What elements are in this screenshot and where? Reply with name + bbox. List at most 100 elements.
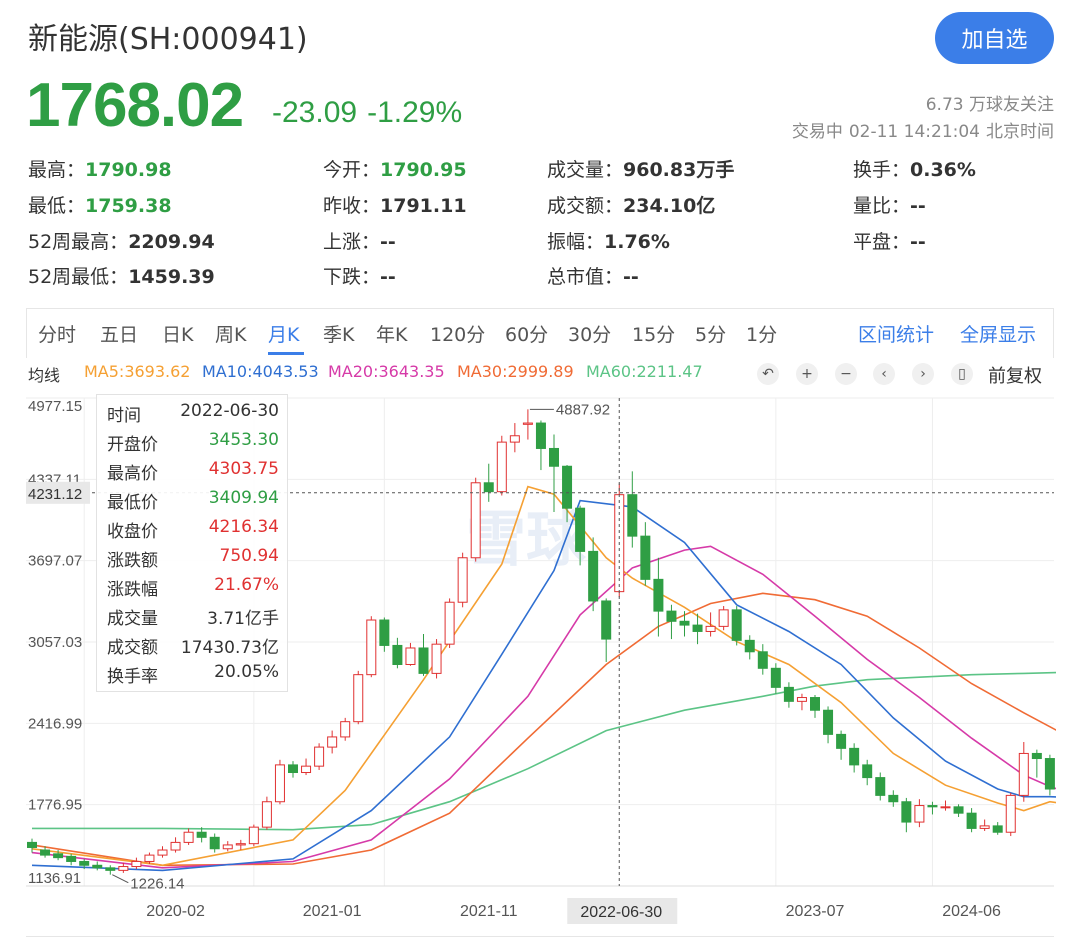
stat-label: 上涨： bbox=[323, 231, 381, 253]
candle-body bbox=[131, 860, 142, 868]
tooltip-row: 开盘价 3453.30 bbox=[107, 430, 279, 459]
candle-body bbox=[627, 494, 638, 537]
trade-status: 交易中 02-11 14:21:04 北京时间 bbox=[792, 117, 1054, 142]
bottom-divider bbox=[26, 936, 1054, 937]
candle-body bbox=[836, 733, 847, 749]
add-to-watchlist-button[interactable]: 加自选 bbox=[935, 12, 1054, 64]
candle-body bbox=[483, 482, 494, 493]
tooltip-row: 涨跌幅 21.67% bbox=[107, 575, 279, 604]
stat-item: 换手：0.36% bbox=[853, 155, 976, 182]
candle-body bbox=[288, 764, 298, 774]
candle-body bbox=[901, 801, 912, 823]
tooltip-key: 收盘价 bbox=[107, 522, 158, 542]
tooltip-value: 2022-06-30 bbox=[180, 401, 279, 421]
min-marker-label: 1226.14 bbox=[130, 876, 184, 893]
tooltip-value: 3453.30 bbox=[208, 430, 279, 450]
crosshair-y-box bbox=[26, 481, 90, 504]
crosshair-x-label: 2022-06-30 bbox=[580, 904, 662, 921]
tab-9[interactable]: 60分 bbox=[505, 324, 549, 346]
stat-item: 最高：1790.98 bbox=[28, 155, 172, 182]
candle-body bbox=[888, 794, 899, 803]
candle-body bbox=[796, 697, 807, 702]
candle-body bbox=[823, 709, 834, 735]
candle-body bbox=[157, 849, 168, 856]
candle-body bbox=[849, 747, 860, 766]
tab-5[interactable]: 月K bbox=[268, 324, 300, 346]
tab-1[interactable]: 分时 bbox=[38, 324, 77, 346]
tooltip-value: 3.71亿手 bbox=[207, 609, 279, 629]
stat-label: 成交量： bbox=[547, 159, 624, 181]
y-tick-label: 4977.15 bbox=[28, 398, 82, 415]
tab-13[interactable]: 1分 bbox=[746, 324, 778, 346]
candle-body bbox=[757, 651, 768, 669]
tab-10[interactable]: 30分 bbox=[568, 324, 612, 346]
x-tick-label: 2023-07 bbox=[786, 903, 845, 920]
tooltip-row: 涨跌额 750.94 bbox=[107, 546, 279, 575]
chevron-left-icon[interactable]: ‹ bbox=[873, 363, 895, 385]
ma-line-ma20 bbox=[31, 545, 1056, 869]
fullscreen-link[interactable]: 全屏显示 bbox=[960, 324, 1037, 346]
stat-item: 成交额：234.10亿 bbox=[547, 191, 715, 218]
candle-body bbox=[444, 601, 455, 645]
candle-body bbox=[1005, 794, 1016, 833]
tab-4[interactable]: 周K bbox=[215, 324, 247, 346]
candle-body bbox=[979, 825, 990, 829]
tooltip-key: 成交额 bbox=[107, 638, 158, 658]
price-adjust-label[interactable]: 前复权 bbox=[988, 366, 1042, 387]
candle-body bbox=[601, 600, 612, 640]
candle-body bbox=[940, 806, 951, 809]
candle-body bbox=[261, 801, 272, 828]
candle-body bbox=[366, 619, 377, 676]
stat-label: 最低： bbox=[28, 195, 86, 217]
stat-label: 成交额： bbox=[547, 195, 624, 217]
tab-2[interactable]: 五日 bbox=[100, 324, 139, 346]
stat-value: 1791.11 bbox=[380, 195, 467, 217]
zoom-in-icon[interactable]: + bbox=[796, 363, 818, 385]
active-tab-indicator bbox=[268, 352, 304, 355]
ma-legend-item: MA30:2999.89 bbox=[457, 362, 574, 381]
stat-value: 1.76% bbox=[604, 231, 670, 253]
tab-12[interactable]: 5分 bbox=[695, 324, 727, 346]
ma-line-ma10 bbox=[31, 499, 1056, 872]
tab-6[interactable]: 季K bbox=[323, 324, 355, 346]
candle-body bbox=[927, 805, 938, 808]
x-tick-label: 2020-02 bbox=[146, 903, 205, 920]
candle-body bbox=[1018, 752, 1029, 796]
candle-body bbox=[666, 610, 677, 622]
period-tab-bar bbox=[26, 308, 1054, 358]
tab-8[interactable]: 120分 bbox=[430, 324, 486, 346]
candle-body bbox=[327, 736, 338, 748]
chevron-right-icon[interactable]: › bbox=[912, 363, 934, 385]
crosshair-x-box bbox=[567, 898, 678, 924]
candle-body bbox=[692, 624, 703, 632]
stat-value: 1790.98 bbox=[85, 159, 172, 181]
candle-body bbox=[27, 841, 37, 848]
min-marker-line bbox=[112, 874, 129, 884]
tooltip-row: 收盘价 4216.34 bbox=[107, 517, 279, 546]
candle-body bbox=[522, 422, 533, 425]
candle-icon[interactable]: ▯ bbox=[951, 363, 973, 385]
candle-body bbox=[640, 535, 651, 580]
candle-body bbox=[314, 746, 325, 767]
candle-body bbox=[575, 507, 586, 552]
tooltip-row: 成交量 3.71亿手 bbox=[107, 604, 279, 633]
kline-chart[interactable]: 雪球4977.154337.113697.073057.032416.99177… bbox=[26, 390, 1056, 932]
stat-item: 总市值：-- bbox=[547, 262, 639, 289]
tab-3[interactable]: 日K bbox=[162, 324, 194, 346]
current-price: 1768.02 bbox=[26, 71, 244, 140]
range-stats-link[interactable]: 区间统计 bbox=[858, 324, 935, 346]
undo-icon[interactable]: ↶ bbox=[757, 363, 779, 385]
change-percent: -1.29% bbox=[367, 96, 463, 129]
tab-7[interactable]: 年K bbox=[376, 324, 408, 346]
tooltip-row: 时间 2022-06-30 bbox=[107, 401, 279, 430]
tooltip-row: 换手率 20.05% bbox=[107, 662, 279, 691]
zoom-out-icon[interactable]: − bbox=[835, 363, 857, 385]
stat-value: 1790.95 bbox=[380, 159, 467, 181]
stat-value: -- bbox=[910, 231, 926, 253]
candle-body bbox=[718, 609, 729, 627]
tab-11[interactable]: 15分 bbox=[632, 324, 676, 346]
tooltip-value: 750.94 bbox=[219, 546, 279, 566]
candle-body bbox=[40, 849, 51, 856]
candle-body bbox=[301, 765, 312, 774]
candle-body bbox=[66, 855, 77, 862]
